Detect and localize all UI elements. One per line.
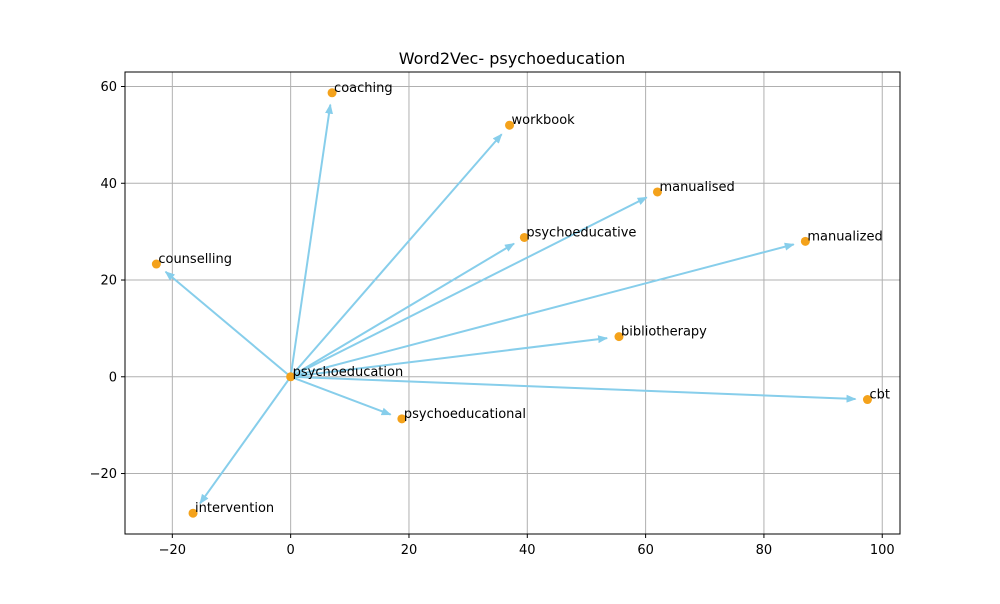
x-tick-label: 40 [519,543,536,558]
point-label: manualised [659,180,734,195]
x-tick-label: 0 [287,543,295,558]
x-tick-label: 60 [637,543,654,558]
data-point [397,414,407,424]
vector-arrow [290,242,795,378]
x-tick-label: 20 [401,543,418,558]
y-tick-label: −20 [90,467,117,482]
chart-title: Word2Vec- psychoeducation [399,49,626,68]
vector-arrow [289,133,503,378]
vector-arrow [290,196,648,378]
x-tick-label: 100 [870,543,895,558]
data-point [614,332,624,342]
y-tick-label: 20 [100,274,117,289]
data-point [800,236,810,246]
point-label: cbt [869,388,890,403]
vector-arrows [164,103,857,505]
y-tick-label: 40 [100,177,117,192]
plot-frame [124,71,901,535]
data-point [505,120,515,130]
data-point [519,232,529,242]
point-label: psychoeducational [404,407,526,422]
point-label: psychoeducative [526,225,636,240]
data-points [151,88,872,518]
point-label: counselling [158,252,232,267]
point-labels: psychoeducation coaching workbook manualise… [158,81,890,516]
point-label: bibliotherapy [621,325,707,340]
x-tick-label: 80 [756,543,773,558]
point-label: intervention [195,501,274,516]
vector-arrow [164,271,292,378]
point-label: manualized [807,229,882,244]
data-point [652,187,662,197]
data-point [151,259,161,269]
vector-arrow [290,375,392,416]
y-tick-label: 0 [109,370,117,385]
grid [125,72,900,534]
point-label: workbook [512,113,576,128]
axis-ticks: −20 0 20 40 60 80 100 −20 0 20 40 60 [90,80,895,558]
vector-arrow [290,335,609,378]
vector-arrow [290,375,857,403]
x-tick-label: −20 [159,543,186,558]
point-label: psychoeducation [293,365,404,380]
vector-arrow [199,376,292,505]
point-label: coaching [334,81,393,96]
vector-arrow [290,242,515,378]
data-point [327,88,337,98]
y-tick-label: 60 [100,80,117,95]
data-point [286,372,296,382]
data-point [188,508,198,518]
data-point [862,395,872,405]
vector-arrow [289,103,333,377]
